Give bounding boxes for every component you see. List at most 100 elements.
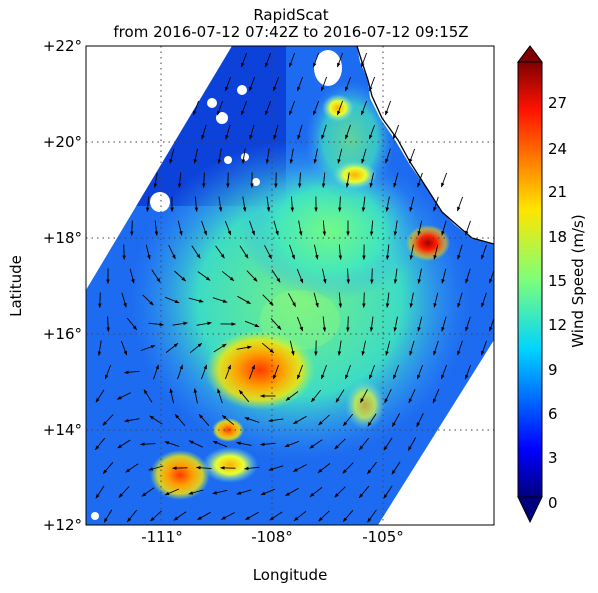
wind-vector-arrow xyxy=(312,100,320,116)
wind-vector-arrow xyxy=(125,463,139,473)
wind-vector-arrow xyxy=(407,437,417,451)
wind-vector-arrow xyxy=(194,196,199,212)
wind-vector-arrow xyxy=(177,220,183,236)
wind-vector-arrow xyxy=(164,488,180,496)
wind-vector-arrow xyxy=(457,340,463,356)
wind-vector-arrow xyxy=(169,388,175,404)
wind-vector-arrow xyxy=(342,462,354,474)
wind-vector-arrow xyxy=(120,340,128,356)
wind-vector-arrow xyxy=(337,340,342,356)
wind-vector-arrow xyxy=(465,268,471,284)
wind-vector-arrow xyxy=(153,364,159,380)
wind-vector-arrow xyxy=(417,268,422,284)
wind-vector-arrow xyxy=(151,269,161,283)
wind-vector-arrow xyxy=(296,316,304,332)
wind-vector-arrow xyxy=(262,294,274,306)
wind-vector-arrow xyxy=(296,364,304,380)
wind-vector-arrow xyxy=(237,295,251,305)
wind-vector-arrow xyxy=(318,414,330,426)
wind-vector-arrow xyxy=(344,364,352,380)
wind-vector-arrow xyxy=(441,268,447,284)
wind-vector-arrow xyxy=(367,461,377,475)
wind-vector-arrow xyxy=(201,220,207,236)
wind-vector-arrow xyxy=(216,100,224,116)
x-tick-label: -108° xyxy=(251,528,293,546)
wind-vector-arrow xyxy=(456,196,464,212)
wind-vector-arrow xyxy=(335,389,345,403)
wind-vector-arrow xyxy=(164,296,180,304)
wind-vector-arrow xyxy=(218,196,223,212)
colorbar-tick-label: 18 xyxy=(548,228,568,246)
wind-vector-arrow xyxy=(309,487,323,497)
wind-vector-arrow xyxy=(177,364,183,380)
wind-vector-arrow xyxy=(97,340,102,356)
wind-vector-arrow xyxy=(297,172,302,188)
wind-vector-arrow xyxy=(464,364,472,380)
wind-vector-arrow xyxy=(173,511,187,521)
wind-vector-arrow xyxy=(142,294,154,306)
wind-vector-arrow xyxy=(360,52,368,68)
wind-vector-arrow xyxy=(322,220,327,236)
wind-vector-arrow xyxy=(174,270,186,282)
wind-vector-arrow xyxy=(367,509,377,523)
wind-vector-arrow xyxy=(417,316,423,332)
wind-vector-arrow xyxy=(145,244,151,260)
wind-vector-arrow xyxy=(241,148,246,164)
wind-vector-arrow xyxy=(417,172,423,188)
wind-vector-arrow xyxy=(391,413,401,427)
wind-vector-arrow xyxy=(188,489,204,495)
wind-vector-arrow xyxy=(385,244,390,260)
wind-vector-arrow xyxy=(336,52,344,68)
wind-vector-arrow xyxy=(202,172,206,188)
wind-vector-arrow xyxy=(94,437,106,451)
wind-vector-arrow xyxy=(384,100,392,116)
wind-vector-arrow xyxy=(393,268,398,284)
wind-vector-arrow xyxy=(239,245,249,259)
wind-vector-arrow xyxy=(312,52,320,68)
wind-vector-arrow xyxy=(212,440,228,448)
wind-vector-arrow xyxy=(344,76,352,92)
wind-vector-arrow xyxy=(212,297,228,303)
wind-vector-arrow xyxy=(318,510,330,522)
plot-frame xyxy=(85,45,495,526)
wind-vector-arrow xyxy=(322,316,327,332)
wind-vector-arrow xyxy=(148,465,164,471)
wind-vector-arrow xyxy=(224,364,232,380)
wind-vector-arrow xyxy=(361,196,366,212)
wind-vector-arrow xyxy=(143,389,153,403)
wind-vector-arrow xyxy=(196,465,212,470)
wind-vector-arrow xyxy=(338,292,343,308)
wind-vector-arrow xyxy=(293,464,307,472)
wind-vector-arrow xyxy=(385,196,390,212)
wind-vector-arrow xyxy=(321,268,327,284)
wind-vector-arrow xyxy=(188,297,204,303)
wind-vector-arrow xyxy=(289,340,295,356)
wind-vector-arrow xyxy=(148,322,164,327)
wind-vector-arrow xyxy=(409,340,415,356)
wind-vector-arrow xyxy=(441,220,447,236)
wind-vector-arrow xyxy=(224,76,232,92)
wind-vector-arrow xyxy=(106,316,110,332)
wind-vector-arrow xyxy=(384,389,392,404)
wind-vector-arrow xyxy=(193,388,198,404)
wind-vector-arrow xyxy=(393,172,399,188)
wind-vector-arrow xyxy=(433,292,439,308)
wind-vector-arrow xyxy=(313,292,319,308)
wind-vector-arrow xyxy=(297,124,303,140)
wind-vectors xyxy=(94,52,494,523)
wind-vector-arrow xyxy=(192,100,200,116)
wind-vector-arrow xyxy=(481,340,487,356)
y-tick-label: +14° xyxy=(42,421,82,439)
wind-vector-arrow xyxy=(104,364,112,380)
wind-vector-arrow xyxy=(116,392,131,400)
wind-vector-arrow xyxy=(260,442,276,447)
wind-vector-arrow xyxy=(244,320,260,328)
wind-vector-arrow xyxy=(145,196,150,212)
wind-vector-arrow xyxy=(215,245,225,259)
wind-vector-arrow xyxy=(172,321,188,326)
wind-vector-arrow xyxy=(457,292,463,308)
wind-vector-arrow xyxy=(345,172,350,188)
wind-vector-arrow xyxy=(265,148,270,164)
y-tick-label: +16° xyxy=(42,325,82,343)
colorbar-tick-label: 3 xyxy=(548,449,558,467)
